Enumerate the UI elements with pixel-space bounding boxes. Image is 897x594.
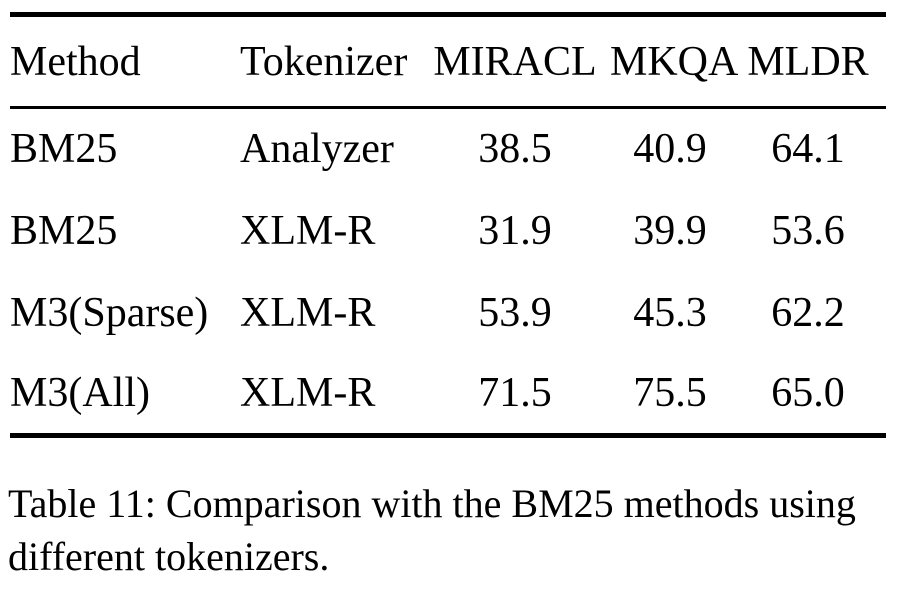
cell-method: M3(All) bbox=[10, 370, 150, 417]
table-row: M3(Sparse) XLM-R 53.9 45.3 62.2 bbox=[10, 272, 886, 354]
cell-tokenizer: XLM-R bbox=[240, 289, 376, 336]
cell-mkqa: 45.3 bbox=[633, 289, 707, 336]
header-row: Method Tokenizer MIRACL MKQA MLDR bbox=[10, 14, 886, 108]
table-row: M3(All) XLM-R 71.5 75.5 65.0 bbox=[10, 354, 886, 436]
table-row: BM25 Analyzer 38.5 40.9 64.1 bbox=[10, 108, 886, 190]
cell-miracl: 53.9 bbox=[478, 289, 552, 336]
column-header-mldr: MLDR bbox=[747, 38, 869, 85]
cell-method: M3(Sparse) bbox=[10, 289, 209, 336]
column-header-miracl: MIRACL bbox=[433, 38, 597, 85]
cell-method: BM25 bbox=[10, 207, 118, 254]
column-header-method: Method bbox=[10, 38, 141, 85]
cell-mldr: 53.6 bbox=[771, 207, 845, 254]
cell-mkqa: 39.9 bbox=[633, 207, 707, 254]
table-row: BM25 XLM-R 31.9 39.9 53.6 bbox=[10, 190, 886, 272]
results-table: Method Tokenizer MIRACL MKQA MLDR BM25 A… bbox=[10, 12, 886, 438]
cell-tokenizer: XLM-R bbox=[240, 370, 376, 417]
cell-mkqa: 40.9 bbox=[633, 126, 707, 173]
cell-mldr: 65.0 bbox=[771, 370, 845, 417]
cell-mldr: 62.2 bbox=[771, 289, 845, 336]
table-caption-line-1: Table 11: Comparison with the BM25 metho… bbox=[8, 481, 856, 526]
cell-miracl: 31.9 bbox=[478, 207, 552, 254]
column-header-mkqa: MKQA bbox=[610, 38, 739, 85]
cell-mkqa: 75.5 bbox=[633, 370, 707, 417]
table-caption-line-2: different tokenizers. bbox=[8, 534, 330, 579]
table-caption: Table 11: Comparison with the BM25 metho… bbox=[8, 477, 897, 583]
cell-tokenizer: Analyzer bbox=[240, 126, 394, 173]
column-header-tokenizer: Tokenizer bbox=[240, 38, 408, 85]
cell-tokenizer: XLM-R bbox=[240, 207, 376, 254]
cell-miracl: 38.5 bbox=[478, 126, 552, 173]
cell-mldr: 64.1 bbox=[771, 126, 845, 173]
cell-method: BM25 bbox=[10, 126, 118, 173]
cell-miracl: 71.5 bbox=[478, 370, 552, 417]
paper-table-figure: Method Tokenizer MIRACL MKQA MLDR BM25 A… bbox=[0, 12, 897, 594]
